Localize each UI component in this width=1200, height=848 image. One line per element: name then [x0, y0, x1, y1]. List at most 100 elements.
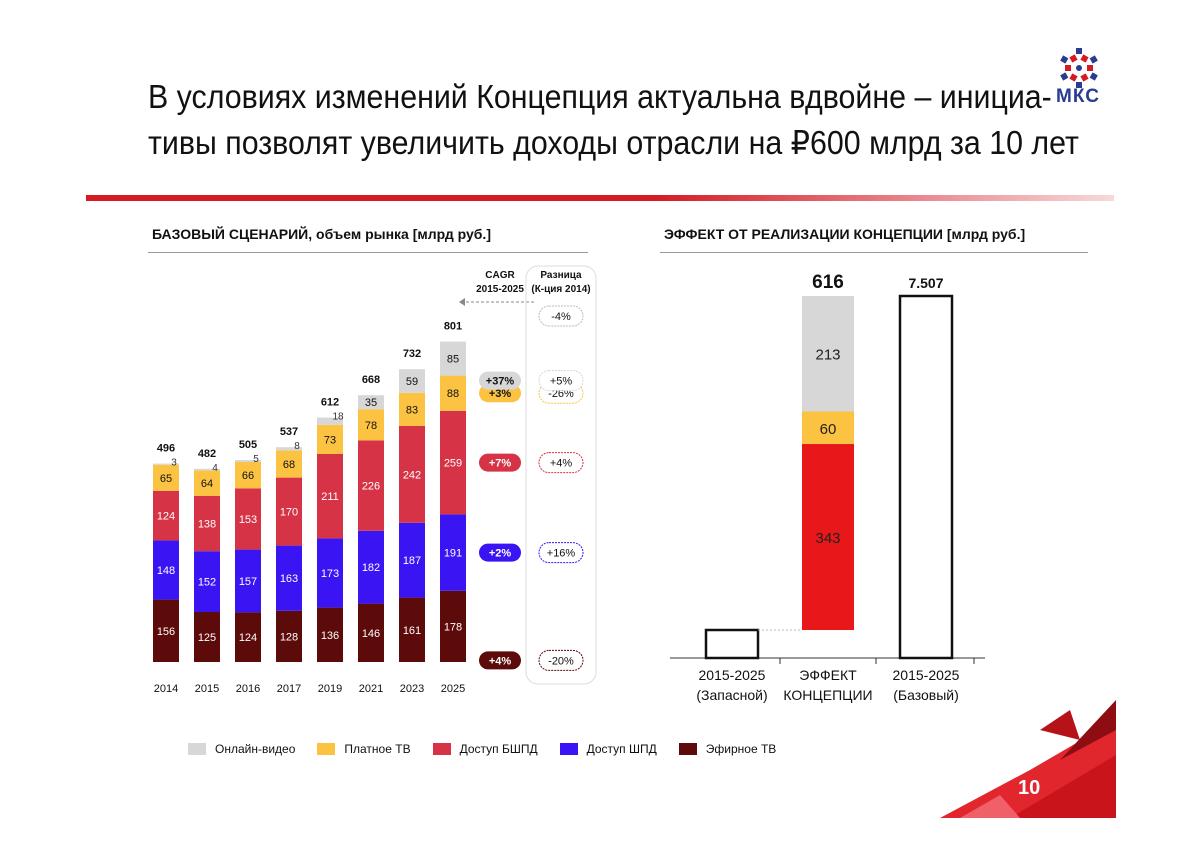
concept-effect-chart: 343 60 213 616 7.507 2015-2025 (Запасной) ЭФФЕК… — [670, 272, 985, 703]
bar-total-label: 537 — [280, 426, 298, 438]
diff-label: +16% — [547, 548, 576, 560]
bar-segment — [194, 612, 220, 662]
bar-total-label: 496 — [157, 443, 175, 455]
bar-segment — [399, 426, 425, 523]
segment-label: 5 — [253, 454, 259, 465]
base-total-label: 7.507 — [908, 275, 943, 291]
bar-segment — [440, 590, 466, 662]
bar-segment — [399, 597, 425, 662]
effect-segment — [802, 411, 854, 445]
segment-label: 88 — [447, 388, 459, 400]
bar-segment — [235, 488, 261, 550]
bar-segment — [276, 545, 302, 611]
logo-petal — [1076, 48, 1082, 54]
logo-petal — [1065, 65, 1071, 71]
segment-label: 187 — [403, 555, 421, 567]
segment-label: 163 — [280, 573, 298, 585]
bar-segment — [440, 514, 466, 591]
segment-label: 191 — [444, 548, 462, 560]
logo-petal — [1080, 73, 1089, 82]
bar-total-label: 668 — [362, 374, 380, 386]
bar-segment — [153, 463, 179, 465]
bar-segment — [276, 477, 302, 546]
bar-segment — [194, 551, 220, 612]
total-diff-label: -4% — [551, 311, 571, 323]
x-tick-label: 2017 — [277, 683, 301, 695]
x-category-label-sub: (Запасной) — [696, 687, 767, 703]
diff-label: -20% — [548, 655, 574, 667]
segment-label: 157 — [239, 576, 257, 588]
legend-swatch — [317, 743, 336, 755]
segment-label: 4 — [212, 463, 218, 474]
bar-segment — [194, 496, 220, 552]
header-rule — [86, 195, 1114, 201]
reserve-bar — [704, 628, 760, 660]
legend-swatch — [678, 743, 697, 755]
legend-label: Доступ ШПД — [586, 742, 657, 756]
bar-segment — [194, 468, 220, 471]
effect-total-label: 616 — [812, 272, 844, 293]
bar-total-label: 505 — [239, 439, 257, 451]
segment-label: 173 — [321, 568, 339, 580]
x-tick-label: 2016 — [236, 683, 260, 695]
logo-petal — [1089, 55, 1098, 64]
market-volume-chart: 156 148 124 65 3 496 2014 125 152 138 64 4 482 2015 12… — [153, 265, 597, 695]
effect-segment-label: 343 — [815, 530, 840, 547]
diff-pill — [538, 370, 584, 392]
left-chart-title: БАЗОВЫЙ СЦЕНАРИЙ, объем рынка [млрд руб.… — [152, 226, 491, 242]
legend-label: Платное ТВ — [344, 742, 411, 756]
segment-label: 64 — [201, 478, 213, 490]
segment-label: 124 — [157, 511, 175, 523]
bar-segment — [235, 612, 261, 662]
segment-label: 178 — [444, 621, 462, 633]
segment-label: 128 — [280, 631, 298, 643]
bar-segment — [358, 409, 384, 441]
segment-label: 161 — [403, 625, 421, 637]
effect-segment — [802, 296, 854, 412]
legend-item: Эфирное ТВ — [678, 742, 776, 756]
bar-segment — [276, 450, 302, 478]
segment-label: 124 — [239, 632, 257, 644]
segment-label: 136 — [321, 630, 339, 642]
segment-label: 211 — [321, 491, 339, 503]
x-category-label: ЭФФЕКТ — [799, 667, 857, 683]
bar-segment — [317, 538, 343, 608]
segment-label: 35 — [365, 397, 377, 409]
bar-segment — [399, 522, 425, 598]
logo-petal — [1060, 55, 1069, 64]
x-category-label-sub: КОНЦЕПЦИИ — [783, 687, 872, 703]
logo-petal — [1060, 72, 1069, 81]
cagr-label: +7% — [489, 458, 512, 470]
total-arrow-head — [459, 298, 465, 306]
x-tick-label: 2019 — [318, 683, 342, 695]
legend-item: Онлайн-видео — [188, 742, 295, 756]
legend-swatch — [188, 743, 206, 755]
logo-petal — [1087, 65, 1093, 71]
segment-label: 73 — [324, 434, 336, 446]
legend-label: Онлайн-видео — [215, 742, 296, 756]
x-tick-label: 2025 — [441, 683, 465, 695]
diff-label: +4% — [550, 458, 573, 470]
legend-item: Платное ТВ — [317, 742, 411, 756]
segment-label: 138 — [198, 519, 216, 531]
page-title: В условиях изменений Концепция актуальна… — [148, 74, 1079, 166]
cagr-label: +3% — [489, 388, 512, 400]
diff-header-sub: (К-ция 2014) — [531, 284, 590, 295]
bar-segment — [358, 530, 384, 604]
right-chart-title: ЭФФЕКТ ОТ РЕАЛИЗАЦИИ КОНЦЕПЦИИ [млрд руб… — [664, 226, 1026, 242]
bar-segment — [440, 410, 466, 515]
cagr-header: CAGR — [485, 270, 515, 281]
segment-label: 68 — [283, 459, 295, 471]
bar-segment — [153, 464, 179, 491]
segment-label: 152 — [198, 577, 216, 589]
legend-swatch — [559, 743, 578, 755]
bar-segment — [317, 607, 343, 662]
diff-pill — [538, 649, 584, 671]
segment-label: 146 — [362, 628, 380, 640]
legend-label: Доступ БШПД — [459, 742, 538, 756]
bar-total-label: 801 — [444, 321, 462, 333]
segment-label: 78 — [365, 420, 377, 432]
segment-label: 65 — [160, 473, 172, 485]
total-diff-pill — [538, 305, 584, 327]
segment-label: 3 — [171, 458, 177, 469]
